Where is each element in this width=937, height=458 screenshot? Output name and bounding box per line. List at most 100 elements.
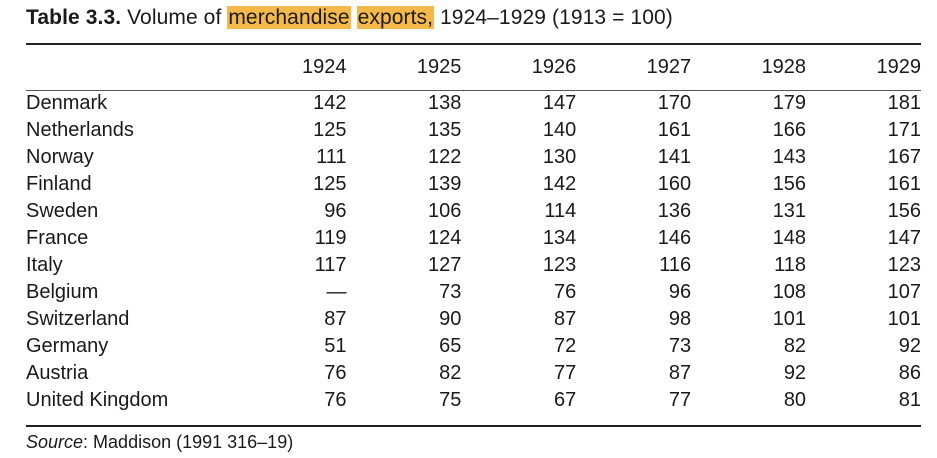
year-header: 1925 xyxy=(416,56,462,78)
export-index-cell: 171 xyxy=(887,119,921,141)
table-row: Belgium — 73 76 96 108 107 xyxy=(26,279,921,306)
country-name: Switzerland xyxy=(26,308,130,330)
export-index-cell: 106 xyxy=(428,200,462,222)
year-header: 1926 xyxy=(531,56,577,78)
export-index-cell: 127 xyxy=(428,254,462,276)
export-index-cell: 76 xyxy=(324,389,347,411)
table-row: Germany 51 65 72 73 82 92 xyxy=(26,333,921,360)
export-index-cell: 130 xyxy=(542,146,577,168)
export-index-cell: 160 xyxy=(657,173,692,195)
export-index-cell: 76 xyxy=(324,362,347,384)
export-index-cell: 136 xyxy=(657,200,692,222)
export-index-cell: 161 xyxy=(887,173,921,195)
export-index-cell: 82 xyxy=(783,335,807,357)
caption-period: 1924–1929 (1913 = 100) xyxy=(434,6,673,29)
table-row: France 119 124 134 146 148 147 xyxy=(26,225,921,252)
country-name: Finland xyxy=(26,173,92,195)
export-index-cell: 101 xyxy=(772,308,807,330)
export-index-cell: 143 xyxy=(772,146,807,168)
highlighted-word-exports: exports, xyxy=(356,6,435,29)
table-row: Switzerland 87 90 87 98 101 101 xyxy=(26,306,921,333)
table-row: Italy 117 127 123 116 118 123 xyxy=(26,252,921,279)
export-index-cell: 125 xyxy=(313,119,347,141)
export-index-cell: 87 xyxy=(324,308,347,330)
export-index-cell: 131 xyxy=(772,200,807,222)
exports-table: 1924 1925 1926 1927 1928 1929 Denmark 142… xyxy=(26,50,921,414)
export-index-cell: 179 xyxy=(772,92,807,114)
export-index-cell: — xyxy=(326,281,347,303)
export-index-cell: 125 xyxy=(313,173,347,195)
export-index-cell: 156 xyxy=(887,200,921,222)
top-rule xyxy=(26,43,921,45)
caption-text: Volume of xyxy=(121,6,228,29)
export-index-cell: 141 xyxy=(657,146,692,168)
source-label: Source xyxy=(26,432,84,452)
country-name: Austria xyxy=(26,362,89,384)
table-body: Denmark 142 138 147 170 179 181 Netherlands 125 1… xyxy=(26,84,921,414)
country-name: United Kingdom xyxy=(26,389,169,411)
export-index-cell: 80 xyxy=(783,389,807,411)
export-index-cell: 87 xyxy=(668,362,692,384)
export-index-cell: 72 xyxy=(554,335,577,357)
country-name: Denmark xyxy=(26,92,108,114)
export-index-cell: 166 xyxy=(772,119,807,141)
export-index-cell: 86 xyxy=(898,362,921,384)
country-name: Norway xyxy=(26,146,94,168)
export-index-cell: 147 xyxy=(542,92,577,114)
country-name: Germany xyxy=(26,335,109,357)
export-index-cell: 82 xyxy=(439,362,462,384)
country-name: Belgium xyxy=(26,281,99,303)
export-index-cell: 92 xyxy=(898,335,921,357)
export-index-cell: 90 xyxy=(439,308,462,330)
export-index-cell: 92 xyxy=(783,362,807,384)
export-index-cell: 96 xyxy=(668,281,692,303)
country-name: Sweden xyxy=(26,200,99,222)
year-header: 1928 xyxy=(761,56,807,78)
export-index-cell: 73 xyxy=(439,281,462,303)
year-header: 1927 xyxy=(646,56,692,78)
export-index-cell: 98 xyxy=(668,308,692,330)
export-index-cell: 123 xyxy=(542,254,577,276)
export-index-cell: 123 xyxy=(887,254,921,276)
export-index-cell: 119 xyxy=(314,227,347,249)
export-index-cell: 107 xyxy=(887,281,921,303)
export-index-cell: 167 xyxy=(887,146,921,168)
source-note: Source: Maddison (1991 316–19) xyxy=(26,432,293,453)
export-index-cell: 81 xyxy=(898,389,921,411)
export-index-cell: 140 xyxy=(542,119,577,141)
export-index-cell: 76 xyxy=(554,281,577,303)
export-index-cell: 148 xyxy=(772,227,807,249)
source-text: : Maddison (1991 316–19) xyxy=(83,432,294,452)
year-header: 1924 xyxy=(302,56,347,78)
export-index-cell: 67 xyxy=(554,389,577,411)
bottom-rule xyxy=(26,425,921,427)
export-index-cell: 146 xyxy=(657,227,692,249)
table-row: United Kingdom 76 75 67 77 80 81 xyxy=(26,387,921,414)
export-index-cell: 135 xyxy=(428,119,462,141)
table-row: Sweden 96 106 114 136 131 156 xyxy=(26,198,921,225)
export-index-cell: 118 xyxy=(774,254,807,276)
export-index-cell: 96 xyxy=(324,200,347,222)
country-column-header xyxy=(26,50,241,84)
export-index-cell: 124 xyxy=(428,227,462,249)
export-index-cell: 73 xyxy=(668,335,692,357)
export-index-cell: 116 xyxy=(659,254,692,276)
export-index-cell: 122 xyxy=(428,146,462,168)
year-header: 1929 xyxy=(876,56,922,78)
export-index-cell: 134 xyxy=(542,227,577,249)
export-index-cell: 161 xyxy=(657,119,692,141)
export-index-cell: 138 xyxy=(428,92,462,114)
export-index-cell: 111 xyxy=(316,146,347,168)
export-index-cell: 108 xyxy=(772,281,807,303)
export-index-cell: 87 xyxy=(554,308,577,330)
table-row: Denmark 142 138 147 170 179 181 xyxy=(26,84,921,117)
export-index-cell: 147 xyxy=(887,227,921,249)
country-name: Italy xyxy=(26,254,63,276)
table-row: Norway 111 122 130 141 143 167 xyxy=(26,144,921,171)
export-index-cell: 114 xyxy=(544,200,577,222)
export-index-cell: 65 xyxy=(439,335,462,357)
export-index-cell: 142 xyxy=(313,92,347,114)
header-row: 1924 1925 1926 1927 1928 1929 xyxy=(26,50,921,84)
header-rule xyxy=(26,90,921,91)
export-index-cell: 170 xyxy=(657,92,692,114)
